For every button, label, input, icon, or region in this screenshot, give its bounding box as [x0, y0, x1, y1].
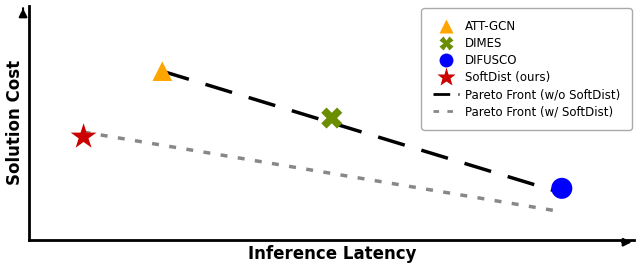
- X-axis label: Inference Latency: Inference Latency: [248, 245, 416, 263]
- Point: [557, 186, 567, 190]
- Point: [157, 69, 168, 73]
- Point: [326, 116, 337, 120]
- Point: [79, 134, 89, 139]
- Legend: ATT-GCN, DIMES, DIFUSCO, SoftDist (ours), Pareto Front (w/o SoftDist), Pareto Fr: ATT-GCN, DIMES, DIFUSCO, SoftDist (ours)…: [425, 12, 628, 127]
- Y-axis label: Solution Cost: Solution Cost: [6, 60, 24, 185]
